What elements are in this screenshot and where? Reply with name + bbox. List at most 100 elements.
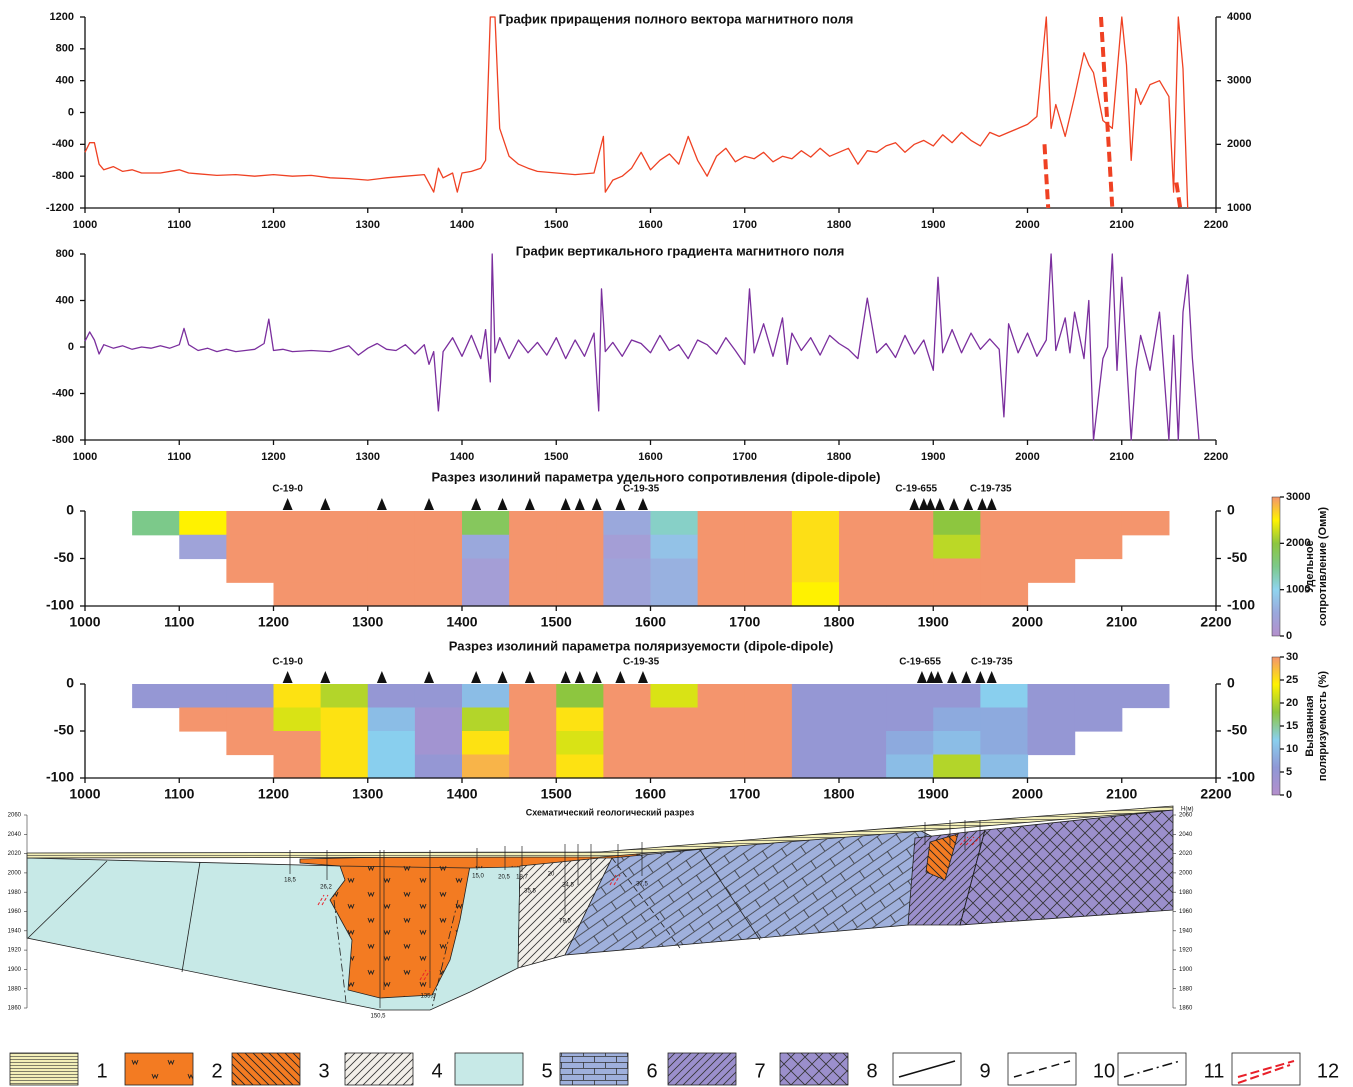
station-marker <box>320 498 330 510</box>
station-marker <box>638 498 648 510</box>
station-label: С-19-0 <box>272 484 303 495</box>
x-tick-label: 1800 <box>827 219 851 231</box>
station-marker <box>933 671 943 683</box>
cell <box>415 755 463 779</box>
x-tick-label: 1900 <box>918 786 949 802</box>
cell <box>509 535 557 559</box>
colorbar-tick-label: 3000 <box>1286 491 1310 503</box>
cell <box>745 582 793 606</box>
colorbar <box>1272 657 1280 795</box>
x-tick-label: 1300 <box>352 786 383 802</box>
station-marker <box>977 498 987 510</box>
y-tick-label: 1880 <box>1179 986 1193 992</box>
data-line <box>85 254 1199 440</box>
station-marker <box>949 498 959 510</box>
legend-item: 9 <box>893 1053 991 1085</box>
x-tick-label: 1400 <box>450 219 474 231</box>
x-tick-label: 1700 <box>729 786 760 802</box>
legend-swatch <box>232 1053 300 1085</box>
cell <box>368 755 416 779</box>
x-tick-label: 1000 <box>73 451 97 463</box>
figure: График приращения полного вектора магнит… <box>0 0 1353 1087</box>
borehole-depth-label: 150,5 <box>370 1014 386 1020</box>
cell <box>415 535 463 559</box>
cell <box>651 511 699 535</box>
station-marker <box>283 498 293 510</box>
legend-item: 4 <box>345 1053 443 1085</box>
station-marker <box>575 498 585 510</box>
station-marker <box>424 498 434 510</box>
x-tick-label: 1800 <box>827 451 851 463</box>
y-tick-label: 800 <box>56 43 74 55</box>
y-tick-label: 1940 <box>8 928 22 934</box>
station-marker <box>561 498 571 510</box>
station-marker <box>283 671 293 683</box>
legend-label: 12 <box>1317 1060 1339 1082</box>
cell <box>603 535 651 559</box>
cell <box>1028 684 1076 708</box>
y-tick-label: 0 <box>66 502 74 518</box>
data-line <box>1045 17 1181 208</box>
cell <box>698 582 746 606</box>
colorbar-tick-label: 30 <box>1286 651 1298 663</box>
cell <box>556 684 604 708</box>
contour-cells <box>132 511 1169 607</box>
y-tick-label: -50 <box>54 549 74 565</box>
chart-title: График вертикального градиента магнитног… <box>516 243 845 258</box>
y-tick-label: -100 <box>1227 769 1255 785</box>
station-marker <box>947 671 957 683</box>
station-marker <box>592 671 602 683</box>
x-tick-label: 1400 <box>446 614 477 630</box>
cell <box>556 731 604 755</box>
y-tick-label: 2040 <box>1179 832 1193 838</box>
cell <box>509 511 557 535</box>
cell <box>368 684 416 708</box>
colorbar-label: сопротивление (Омм) <box>1317 507 1329 626</box>
y-tick-label: 2000 <box>1227 138 1251 150</box>
legend-label: 4 <box>431 1060 442 1082</box>
station-marker <box>917 671 927 683</box>
cell <box>603 708 651 732</box>
cell <box>274 559 322 583</box>
cell <box>651 684 699 708</box>
cell <box>556 708 604 732</box>
cell <box>462 511 510 535</box>
cell <box>274 511 322 535</box>
cell <box>1028 708 1076 732</box>
legend-swatch <box>455 1053 523 1085</box>
cell <box>792 559 840 583</box>
cell <box>1028 731 1076 755</box>
y-tick-label: 400 <box>56 75 74 87</box>
legend-item: 11 <box>1118 1053 1224 1085</box>
cell <box>368 708 416 732</box>
cell <box>1028 559 1076 583</box>
colorbar-tick-label: 20 <box>1286 697 1298 709</box>
x-tick-label: 2000 <box>1012 786 1043 802</box>
cell <box>651 582 699 606</box>
legend-swatch <box>125 1053 193 1085</box>
legend-swatch <box>560 1053 628 1085</box>
x-tick-label: 1000 <box>73 219 97 231</box>
cell <box>462 684 510 708</box>
x-tick-label: 1600 <box>638 219 662 231</box>
cell <box>792 511 840 535</box>
station-marker <box>498 671 508 683</box>
x-tick-label: 2000 <box>1012 614 1043 630</box>
cell <box>321 684 369 708</box>
x-tick-label: 1700 <box>733 219 757 231</box>
y-tick-label: 400 <box>56 294 74 306</box>
station-marker <box>377 498 387 510</box>
legend-item: 10 <box>1008 1053 1115 1085</box>
cell <box>603 755 651 779</box>
y-tick-label: 800 <box>56 248 74 260</box>
colorbar-tick-label: 0 <box>1286 789 1292 801</box>
station-marker <box>525 671 535 683</box>
cell <box>933 684 981 708</box>
cell <box>1075 511 1123 535</box>
y-tick-label: 0 <box>66 675 74 691</box>
y-axis-label: H(м) <box>1181 807 1193 813</box>
station-marker <box>320 671 330 683</box>
cell <box>462 535 510 559</box>
cell <box>415 708 463 732</box>
data-line <box>85 17 1188 208</box>
